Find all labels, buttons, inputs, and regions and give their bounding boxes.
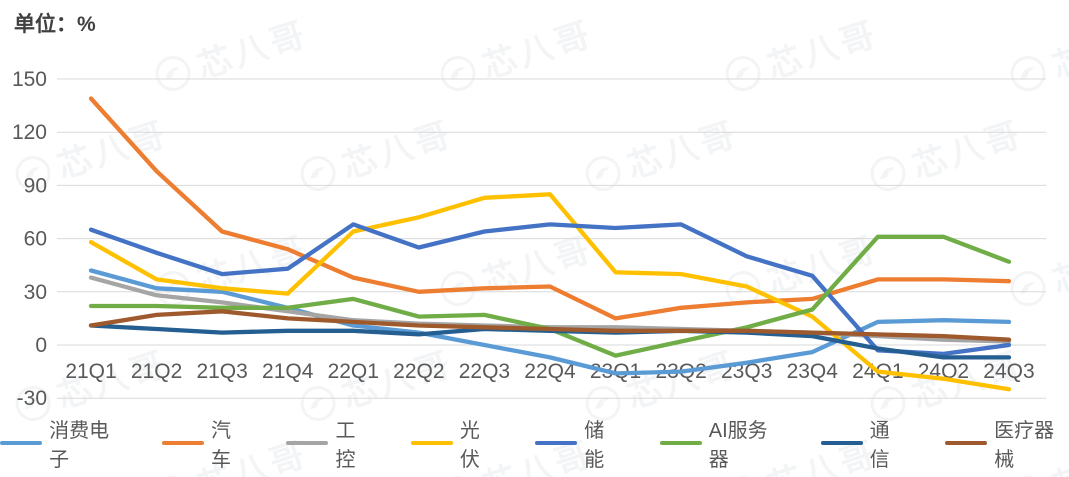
y-tick-label: 90 [24, 174, 47, 197]
series-line-4 [88, 222, 1012, 357]
y-tick-label: 60 [24, 228, 47, 251]
legend-swatch [535, 440, 578, 446]
series-line-1 [88, 96, 1012, 321]
legend-item-6: 通信 [820, 414, 907, 472]
y-tick-label: -30 [17, 387, 47, 410]
unit-label: 单位：% [14, 13, 96, 36]
x-tick-label: 22Q1 [328, 360, 379, 383]
legend-label: 光伏 [459, 420, 480, 471]
series-line-7 [88, 309, 1012, 342]
legend-swatch [0, 440, 43, 446]
legend-label: 储能 [584, 420, 605, 471]
x-tick-label: 21Q4 [262, 360, 314, 383]
legend-label: 汽车 [211, 420, 232, 471]
legend-swatch [410, 440, 453, 446]
legend: 消费电子 汽车 工控 光伏 储能 AI服务器 通信 医疗器械 [0, 420, 1069, 471]
y-tick-label: 150 [12, 68, 47, 91]
legend-label: 消费电子 [49, 420, 110, 471]
legend-label: AI服务器 [708, 420, 768, 471]
legend-swatch [659, 440, 702, 446]
x-tick-label: 22Q2 [393, 360, 444, 383]
x-tick-label: 22Q4 [524, 360, 576, 383]
legend-swatch [820, 440, 863, 446]
legend-label: 医疗器械 [994, 420, 1055, 471]
series-line-3 [88, 192, 1012, 392]
legend-item-2: 工控 [286, 414, 372, 472]
legend-swatch [945, 440, 988, 446]
legend-label: 工控 [335, 420, 356, 471]
y-tick-label: 0 [35, 334, 47, 357]
x-tick-label: 21Q3 [196, 360, 247, 383]
legend-item-1: 汽车 [161, 414, 248, 472]
y-tick-label: 120 [12, 121, 47, 144]
legend-item-5: AI服务器 [659, 414, 783, 472]
x-tick-label: 21Q2 [131, 360, 182, 383]
legend-swatch [286, 440, 329, 446]
legend-item-3: 光伏 [410, 414, 497, 472]
x-tick-label: 21Q1 [65, 360, 116, 383]
x-tick-label: 24Q3 [983, 360, 1034, 383]
legend-item-4: 储能 [535, 414, 621, 472]
x-tick-label: 22Q3 [459, 360, 510, 383]
legend-swatch [161, 440, 205, 446]
y-tick-label: 30 [24, 281, 47, 304]
legend-item-0: 消费电子 [0, 414, 124, 472]
legend-label: 通信 [869, 420, 890, 471]
legend-item-7: 医疗器械 [945, 414, 1069, 472]
x-tick-label: 23Q4 [787, 360, 839, 383]
